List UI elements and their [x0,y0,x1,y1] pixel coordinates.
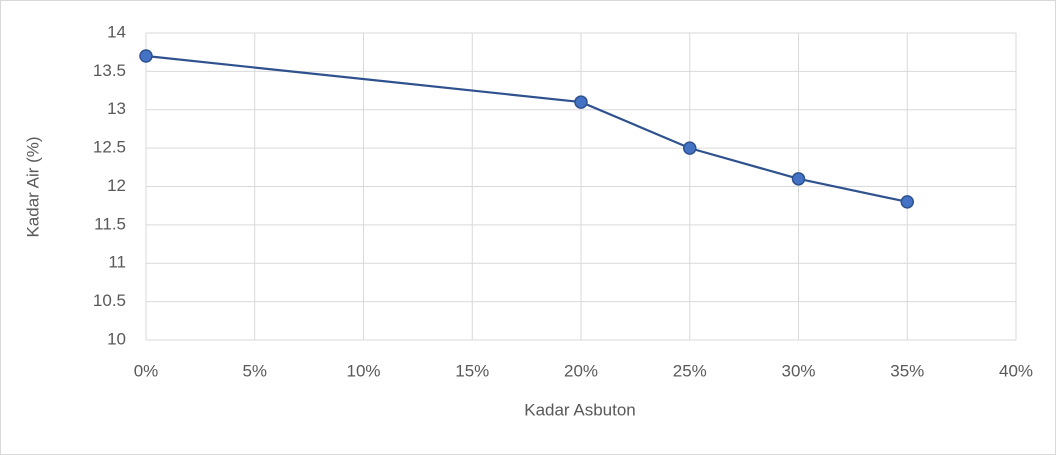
y-tick-label: 12.5 [93,138,126,157]
marker [900,195,914,209]
x-tick-label: 0% [134,361,159,380]
marker [139,49,153,63]
y-tick-label: 11 [108,253,126,272]
y-tick-label: 10.5 [93,291,126,310]
y-tick-label: 13.5 [93,61,126,80]
x-tick-label: 15% [455,361,489,380]
y-tick-label: 12 [107,176,126,195]
x-tick-label: 35% [890,361,924,380]
y-tick-label: 11.5 [94,214,126,233]
x-tick-label: 30% [781,361,815,380]
y-tick-label: 10 [107,329,126,348]
x-tick-label: 40% [999,361,1033,380]
x-tick-label: 25% [673,361,707,380]
x-tick-label: 20% [564,361,598,380]
marker [791,172,806,186]
marker [683,141,697,155]
marker [574,95,588,109]
y-axis-title: Kadar Air (%) [23,136,42,237]
x-axis-title: Kadar Asbuton [524,400,636,419]
y-tick-label: 14 [107,22,126,41]
y-tick-label: 13 [107,99,126,118]
x-tick-label: 5% [242,361,267,380]
x-tick-label: 10% [346,361,380,380]
